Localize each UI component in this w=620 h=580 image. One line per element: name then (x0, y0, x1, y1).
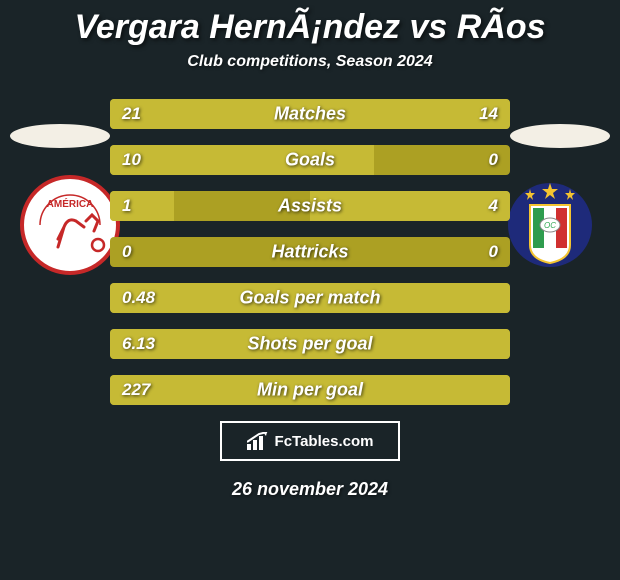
stat-label: Shots per goal (247, 334, 372, 355)
value-left: 0.48 (122, 288, 155, 308)
stat-label: Min per goal (257, 380, 363, 401)
stat-label: Goals (285, 150, 335, 171)
stat-label: Matches (274, 104, 346, 125)
comparison-card: Vergara HernÃ¡ndez vs RÃ­os Club competi… (0, 0, 620, 580)
value-left: 227 (122, 380, 150, 400)
value-right: 0 (489, 242, 498, 262)
value-left: 21 (122, 104, 141, 124)
value-right: 14 (479, 104, 498, 124)
stat-row: 10 0 Goals (110, 145, 510, 175)
stat-row: 227 Min per goal (110, 375, 510, 405)
stat-row: 6.13 Shots per goal (110, 329, 510, 359)
footer-text: FcTables.com (275, 433, 374, 450)
value-left: 0 (122, 242, 131, 262)
subtitle: Club competitions, Season 2024 (0, 53, 620, 71)
value-right: 4 (489, 196, 498, 216)
footer-box: FcTables.com (220, 421, 400, 461)
stat-row: 1 4 Assists (110, 191, 510, 221)
stat-row: 0 0 Hattricks (110, 237, 510, 267)
stat-row: 0.48 Goals per match (110, 283, 510, 313)
chart-icon (247, 432, 269, 450)
stats-list: 2114Matches100Goals14Assists00Hattricks0… (0, 99, 620, 405)
value-left: 6.13 (122, 334, 155, 354)
bar-left (110, 191, 174, 221)
value-left: 10 (122, 150, 141, 170)
stat-label: Assists (278, 196, 342, 217)
value-right: 0 (489, 150, 498, 170)
value-left: 1 (122, 196, 131, 216)
date: 26 november 2024 (0, 479, 620, 500)
stat-label: Goals per match (239, 288, 380, 309)
title: Vergara HernÃ¡ndez vs RÃ­os (0, 0, 620, 47)
stat-row: 21 14 Matches (110, 99, 510, 129)
stat-label: Hattricks (271, 242, 348, 263)
